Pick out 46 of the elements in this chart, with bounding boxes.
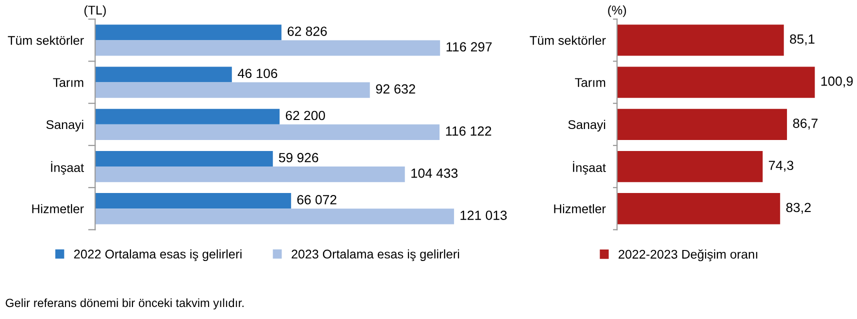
y-tick-label: Tarım bbox=[53, 78, 84, 87]
bar bbox=[617, 193, 780, 224]
y-tick-label: Tüm sektörler bbox=[8, 36, 84, 45]
bar bbox=[617, 108, 787, 140]
bar bbox=[617, 24, 784, 56]
y-tick-label: Sanayi bbox=[568, 120, 606, 132]
data-label: 116 297 bbox=[446, 42, 492, 52]
bar bbox=[95, 108, 280, 124]
y-axis-title: (TL) bbox=[84, 5, 106, 18]
y-tick-label: Hizmetler bbox=[554, 204, 606, 214]
bar bbox=[617, 66, 815, 98]
bar bbox=[95, 24, 282, 40]
data-label: 104 433 bbox=[411, 168, 458, 178]
bar bbox=[95, 82, 370, 98]
data-label: 86,7 bbox=[793, 118, 818, 130]
y-tick-label: Hizmetler bbox=[32, 204, 84, 214]
bar bbox=[617, 150, 763, 182]
y-tick-label: Tüm sektörler bbox=[530, 36, 606, 45]
y-tick-label: Tarım bbox=[574, 78, 606, 87]
legend-label: 2022-2023 Değişim oranı bbox=[618, 249, 758, 262]
data-label: 62 200 bbox=[286, 110, 326, 120]
legend-label: 2023 Ortalama esas iş gelirleri bbox=[292, 249, 460, 262]
legend-label: 2022 Ortalama esas iş gelirleri bbox=[74, 249, 242, 262]
data-label: 121 013 bbox=[460, 210, 507, 220]
data-label: 116 122 bbox=[446, 126, 492, 136]
y-tick-label: İnşaat bbox=[573, 161, 606, 175]
y-tick-label: Sanayi bbox=[46, 120, 84, 132]
bar bbox=[95, 208, 454, 224]
bar bbox=[95, 40, 440, 56]
y-tick-label: İnşaat bbox=[51, 161, 84, 175]
bar bbox=[95, 193, 292, 209]
data-label: 85,1 bbox=[790, 34, 814, 46]
data-label: 66 072 bbox=[297, 195, 336, 204]
data-label: 83,2 bbox=[786, 202, 811, 214]
data-label: 92 632 bbox=[376, 84, 416, 94]
data-label: 46 106 bbox=[238, 68, 278, 78]
bar bbox=[95, 150, 273, 167]
bar bbox=[95, 124, 440, 140]
data-label: 62 826 bbox=[288, 26, 327, 36]
data-label: 74,3 bbox=[768, 160, 794, 172]
bar bbox=[95, 166, 405, 182]
data-label: 59 926 bbox=[278, 152, 318, 162]
bar bbox=[95, 66, 232, 82]
y-axis-title: (%) bbox=[608, 5, 626, 18]
text: Gelir referans dönemi bir önceki takvim yılıdır. bbox=[6, 298, 244, 310]
data-label: 100,9 bbox=[821, 76, 853, 88]
